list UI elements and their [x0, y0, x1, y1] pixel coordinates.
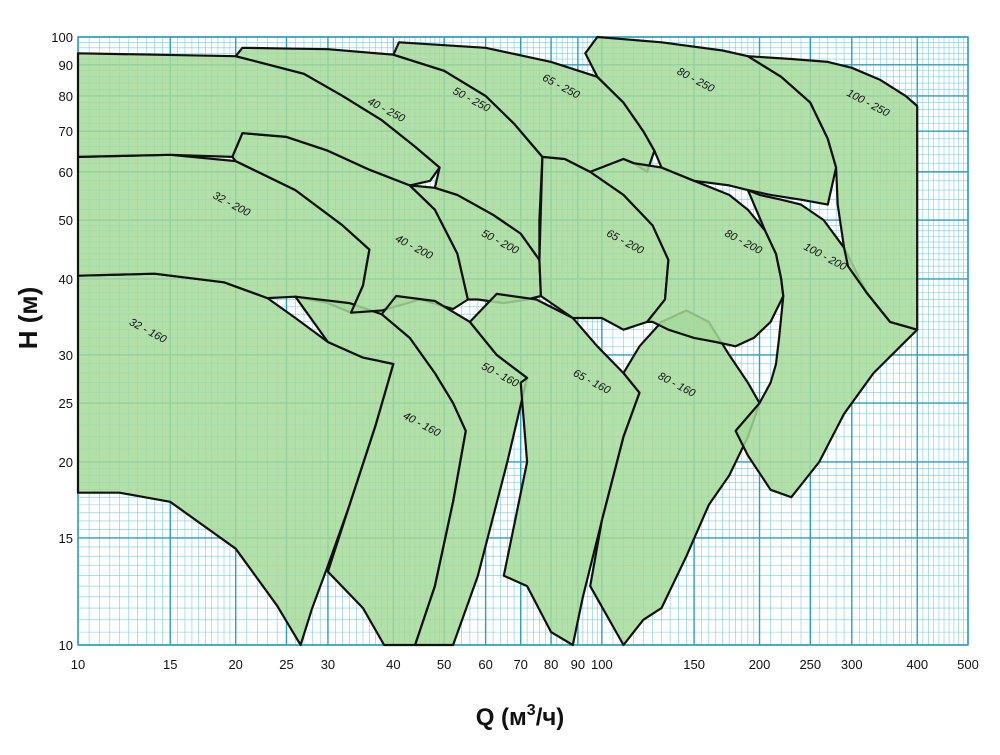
y-tick-label: 70 — [59, 124, 73, 139]
x-tick-label: 150 — [683, 657, 705, 672]
y-axis-title: H (м) — [13, 287, 43, 350]
y-tick-label: 100 — [51, 30, 73, 45]
y-tick-label: 80 — [59, 89, 73, 104]
y-tick-label: 20 — [59, 455, 73, 470]
y-tick-label: 50 — [59, 213, 73, 228]
y-tick-label: 30 — [59, 348, 73, 363]
y-tick-label: 60 — [59, 165, 73, 180]
zone-80-250 — [584, 35, 838, 206]
x-tick-label: 90 — [571, 657, 585, 672]
x-tick-label: 20 — [228, 657, 242, 672]
zone-50-160 — [380, 294, 529, 647]
zone-100-200 — [734, 189, 919, 499]
tick-labels: 10 15 20 25 30 40 50 60 70 80 90 100 150 200 250 300 400… — [51, 30, 979, 672]
x-tick-label: 60 — [478, 657, 492, 672]
x-tick-label: 400 — [906, 657, 928, 672]
x-tick-label: 30 — [321, 657, 335, 672]
pump-zones — [76, 35, 919, 647]
x-tick-label: 100 — [591, 657, 613, 672]
x-tick-label: 50 — [437, 657, 451, 672]
x-tick-label: 40 — [386, 657, 400, 672]
x-tick-label: 10 — [71, 657, 85, 672]
x-axis-title-sup: 3 — [527, 702, 536, 719]
y-tick-label: 10 — [59, 638, 73, 653]
x-tick-label: 80 — [544, 657, 558, 672]
x-tick-label: 300 — [841, 657, 863, 672]
x-tick-label: 15 — [163, 657, 177, 672]
x-axis-title-tail: /ч) — [536, 704, 565, 731]
y-tick-label: 40 — [59, 272, 73, 287]
x-axis-title: Q (м3/ч) — [476, 702, 565, 731]
x-tick-label: 25 — [279, 657, 293, 672]
x-axis-title-main: Q (м — [476, 704, 527, 731]
x-tick-label: 250 — [799, 657, 821, 672]
zone-100-250 — [746, 55, 919, 331]
zone-80-200 — [589, 157, 785, 348]
x-tick-label: 500 — [957, 657, 979, 672]
y-tick-label: 15 — [59, 531, 73, 546]
x-tick-label: 70 — [513, 657, 527, 672]
y-tick-label: 90 — [59, 58, 73, 73]
y-tick-label: 25 — [59, 396, 73, 411]
x-tick-label: 200 — [749, 657, 771, 672]
